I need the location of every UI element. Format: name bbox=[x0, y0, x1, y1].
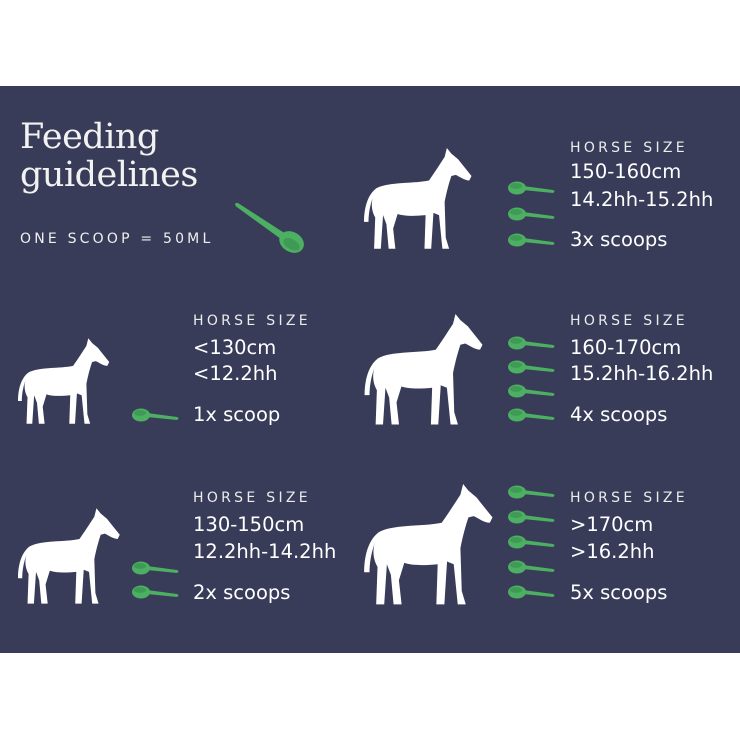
horse-silhouette-icon bbox=[18, 508, 124, 606]
scoop-icon bbox=[508, 206, 556, 222]
scoop-icon bbox=[132, 407, 180, 423]
scoop-icon bbox=[508, 180, 556, 196]
horse-silhouette-icon bbox=[364, 314, 488, 427]
height-cm: 150-160cm bbox=[570, 160, 682, 183]
height-hh: 12.2hh-14.2hh bbox=[193, 540, 337, 563]
scoop-icon bbox=[508, 232, 556, 248]
height-cm: <130cm bbox=[193, 336, 277, 359]
scoop-amount: 4x scoops bbox=[570, 403, 668, 426]
height-hh: 15.2hh-16.2hh bbox=[570, 362, 714, 385]
scoop-amount: 3x scoops bbox=[570, 228, 668, 251]
height-cm: 160-170cm bbox=[570, 336, 682, 359]
height-cm: 130-150cm bbox=[193, 513, 305, 536]
horse-size-label: HORSE SIZE bbox=[570, 313, 688, 329]
scoop-amount: 2x scoops bbox=[193, 581, 291, 604]
scoop-icon bbox=[235, 202, 304, 253]
height-cm: >170cm bbox=[570, 513, 654, 536]
scoop-icon bbox=[508, 359, 556, 375]
scoop-icon bbox=[508, 534, 556, 550]
page-title: Feeding guidelines bbox=[20, 118, 198, 194]
horse-silhouette-icon bbox=[18, 338, 113, 426]
horse-silhouette-icon bbox=[364, 484, 498, 607]
scoop-icon bbox=[508, 407, 556, 423]
scoop-icon bbox=[508, 509, 556, 525]
scoop-icon bbox=[508, 335, 556, 351]
scoop-icon bbox=[508, 383, 556, 399]
scoop-amount: 1x scoop bbox=[193, 403, 281, 426]
height-hh: 14.2hh-15.2hh bbox=[570, 188, 714, 211]
horse-size-label: HORSE SIZE bbox=[193, 313, 311, 329]
title-line-1: Feeding bbox=[20, 117, 159, 157]
horse-size-label: HORSE SIZE bbox=[570, 140, 688, 156]
horse-size-label: HORSE SIZE bbox=[193, 490, 311, 506]
scoop-icon bbox=[132, 560, 180, 576]
horse-size-label: HORSE SIZE bbox=[570, 490, 688, 506]
horse-silhouette-icon bbox=[364, 148, 476, 251]
scoop-icon bbox=[132, 584, 180, 600]
height-hh: >16.2hh bbox=[570, 540, 655, 563]
scoop-amount: 5x scoops bbox=[570, 581, 668, 604]
scoop-icon bbox=[508, 559, 556, 575]
scoop-icon bbox=[508, 484, 556, 500]
scoop-note: ONE SCOOP = 50ML bbox=[20, 231, 214, 247]
title-line-2: guidelines bbox=[20, 155, 198, 195]
scoop-icon bbox=[508, 584, 556, 600]
height-hh: <12.2hh bbox=[193, 362, 278, 385]
